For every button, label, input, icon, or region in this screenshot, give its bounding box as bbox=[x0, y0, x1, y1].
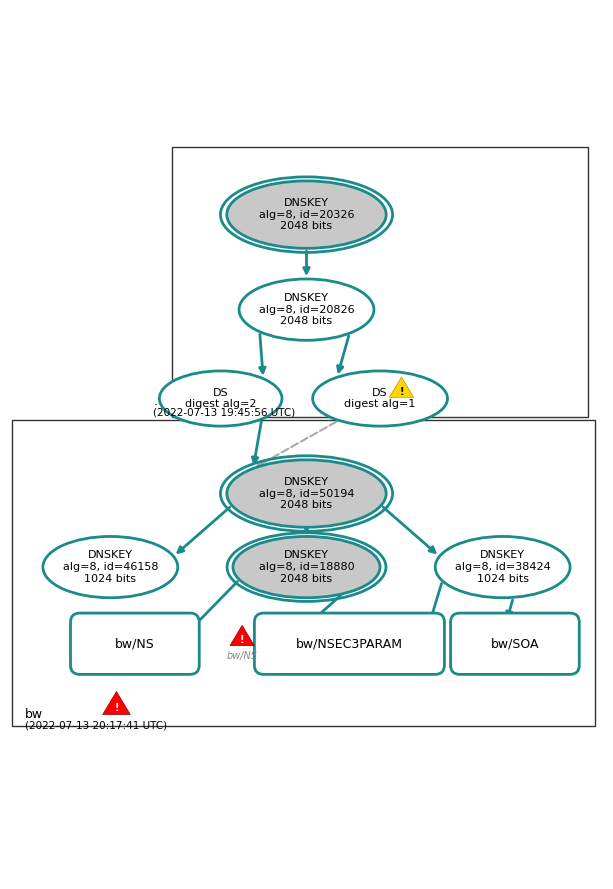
Text: DNSKEY
alg=8, id=20326
2048 bits: DNSKEY alg=8, id=20326 2048 bits bbox=[259, 198, 354, 231]
FancyBboxPatch shape bbox=[172, 148, 588, 417]
Text: DNSKEY
alg=8, id=18880
2048 bits: DNSKEY alg=8, id=18880 2048 bits bbox=[259, 550, 354, 584]
Text: bw: bw bbox=[25, 709, 43, 721]
Text: (2022-07-13 20:17:41 UTC): (2022-07-13 20:17:41 UTC) bbox=[25, 720, 167, 731]
Text: DNSKEY
alg=8, id=50194
2048 bits: DNSKEY alg=8, id=50194 2048 bits bbox=[259, 477, 354, 510]
Ellipse shape bbox=[227, 460, 386, 527]
Polygon shape bbox=[102, 692, 130, 715]
Text: bw/NSEC3PARAM: bw/NSEC3PARAM bbox=[296, 637, 403, 650]
FancyBboxPatch shape bbox=[70, 613, 199, 675]
Ellipse shape bbox=[227, 180, 386, 248]
Text: (2022-07-13 19:45:56 UTC): (2022-07-13 19:45:56 UTC) bbox=[153, 408, 295, 418]
FancyBboxPatch shape bbox=[254, 613, 444, 675]
Text: DNSKEY
alg=8, id=46158
1024 bits: DNSKEY alg=8, id=46158 1024 bits bbox=[63, 550, 158, 584]
Polygon shape bbox=[389, 377, 414, 397]
Ellipse shape bbox=[233, 536, 380, 597]
Ellipse shape bbox=[159, 371, 282, 426]
FancyBboxPatch shape bbox=[451, 613, 579, 675]
Text: DS
digest alg=2: DS digest alg=2 bbox=[185, 388, 256, 409]
Text: !: ! bbox=[114, 703, 119, 713]
Text: DNSKEY
alg=8, id=20826
2048 bits: DNSKEY alg=8, id=20826 2048 bits bbox=[259, 293, 354, 326]
Ellipse shape bbox=[435, 536, 570, 597]
Text: bw/SOA: bw/SOA bbox=[490, 637, 539, 650]
Text: !: ! bbox=[240, 635, 245, 645]
Polygon shape bbox=[230, 625, 254, 645]
Ellipse shape bbox=[43, 536, 178, 597]
Ellipse shape bbox=[239, 279, 374, 340]
Text: DS
digest alg=1: DS digest alg=1 bbox=[345, 388, 416, 409]
Ellipse shape bbox=[313, 371, 447, 426]
Text: !: ! bbox=[399, 387, 404, 396]
Text: .: . bbox=[153, 396, 158, 408]
FancyBboxPatch shape bbox=[12, 420, 595, 726]
Text: bw/NS: bw/NS bbox=[227, 651, 257, 661]
Text: bw/NS: bw/NS bbox=[115, 637, 154, 650]
Text: DNSKEY
alg=8, id=38424
1024 bits: DNSKEY alg=8, id=38424 1024 bits bbox=[455, 550, 550, 584]
